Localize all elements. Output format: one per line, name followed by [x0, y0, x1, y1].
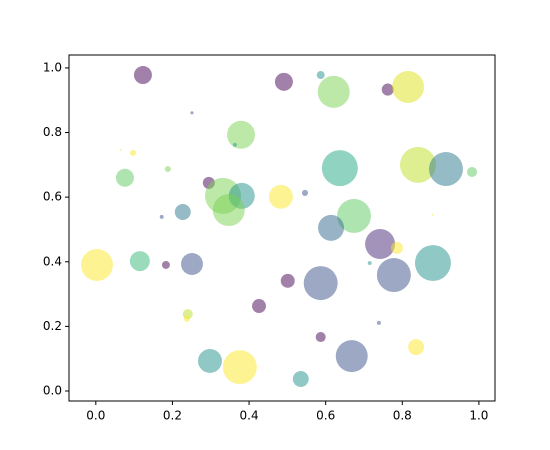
- bubble: [337, 198, 372, 233]
- bubble: [431, 213, 434, 216]
- bubble: [164, 166, 171, 173]
- bubble: [227, 120, 256, 149]
- bubble: [315, 332, 326, 343]
- bubble: [183, 315, 191, 322]
- bubble: [335, 340, 368, 373]
- bubble: [133, 66, 152, 85]
- bubble: [392, 70, 425, 103]
- bubble: [180, 253, 203, 276]
- bubble: [268, 184, 293, 209]
- y-tick-label: 0.4: [43, 254, 62, 268]
- bubble: [316, 71, 325, 80]
- bubble: [174, 204, 191, 220]
- y-tick-label: 0.6: [43, 190, 62, 204]
- bubble: [408, 339, 425, 356]
- y-tick-label: 0.0: [43, 383, 62, 397]
- bubble: [317, 75, 350, 108]
- axes-frame: [68, 54, 496, 402]
- bubble: [414, 245, 451, 282]
- bubble: [381, 83, 394, 96]
- bubble: [212, 194, 245, 227]
- bubble: [115, 168, 134, 187]
- bubble: [280, 273, 295, 288]
- bubble: [428, 152, 463, 187]
- bubble: [367, 261, 372, 266]
- bubble: [318, 214, 345, 241]
- bubble: [390, 241, 403, 254]
- y-tick-label: 1.0: [43, 60, 62, 74]
- x-tick-label: 0.0: [86, 409, 105, 423]
- bubble: [292, 371, 309, 388]
- bubble: [222, 350, 257, 385]
- bubble: [232, 142, 237, 147]
- y-tick-label: 0.2: [43, 319, 62, 333]
- bubble: [467, 166, 478, 177]
- bubble: [274, 72, 293, 91]
- bubble: [376, 258, 411, 292]
- bubble: [190, 111, 194, 115]
- bubble: [159, 214, 164, 219]
- bubble: [161, 261, 170, 269]
- bubble: [400, 146, 436, 183]
- x-tick-label: 0.8: [393, 409, 412, 423]
- bubble: [303, 266, 338, 301]
- bubble: [301, 189, 309, 196]
- x-tick-label: 0.6: [316, 409, 335, 423]
- bubble: [197, 348, 222, 373]
- bubble: [252, 299, 266, 313]
- bubble: [365, 229, 396, 259]
- bubble: [129, 251, 150, 272]
- bubble: [376, 320, 381, 325]
- bubble: [80, 249, 113, 281]
- bubble: [321, 150, 358, 187]
- x-tick-label: 0.2: [163, 409, 182, 423]
- bubble: [129, 149, 137, 156]
- x-tick-label: 0.4: [240, 409, 259, 423]
- x-tick-label: 1.0: [469, 409, 488, 423]
- y-tick-label: 0.8: [43, 125, 62, 139]
- bubble: [119, 148, 122, 151]
